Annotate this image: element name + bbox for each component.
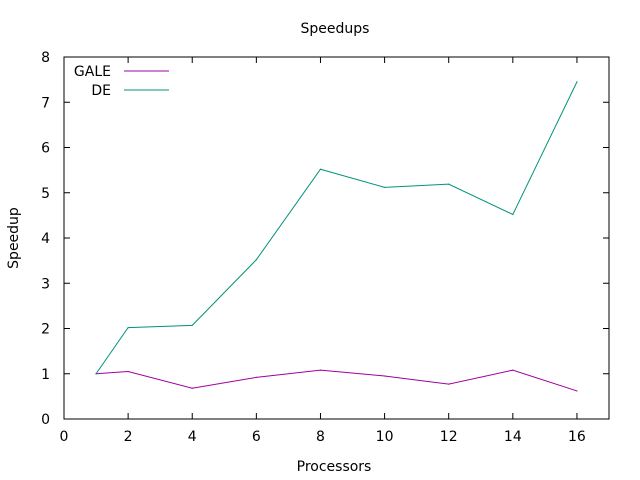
y-tick-label-4: 4 [41,231,50,247]
plot-frame [63,56,610,420]
legend: GALE DE [74,64,169,99]
data-point-gale-1 [127,370,129,373]
data-point-de-6 [448,183,450,185]
series-line-gale [96,369,578,392]
data-point-gale-3 [255,376,257,378]
y-tick-label-2: 2 [41,322,50,338]
x-tick-label-5: 10 [376,429,394,445]
y-tick-label-3: 3 [41,276,50,292]
x-tick-label-4: 8 [316,429,325,445]
x-tick-label-0: 0 [60,429,69,445]
data-point-de-4 [319,168,322,170]
x-tick-label-1: 2 [124,429,133,445]
data-point-gale-7 [512,369,514,371]
x-tick-label-3: 6 [252,429,261,445]
data-point-gale-6 [448,383,450,385]
series-de [95,81,578,375]
chart-title: Speedups [301,21,370,37]
data-point-de-3 [255,259,257,261]
legend-label-de: DE [91,83,111,99]
x-tick-label-6: 12 [440,429,458,445]
data-point-de-2 [191,324,193,326]
y-tick-label-0: 0 [41,412,50,428]
y-tick-label-6: 6 [41,141,50,157]
data-point-de-5 [383,186,386,188]
x-tick-label-8: 16 [568,429,586,445]
y-axis-label: Speedup [6,207,22,269]
series-line-de [95,81,578,375]
data-point-de-7 [512,213,514,216]
y-tick-label-1: 1 [41,367,50,383]
series-gale [95,369,578,392]
y-tick-label-8: 8 [41,50,50,66]
data-point-gale-4 [319,369,322,371]
x-axis-label: Processors [297,459,372,475]
series-lines [95,81,578,392]
data-point-gale-8 [576,390,578,392]
legend-label-gale: GALE [74,64,111,80]
x-tick-label-2: 4 [188,429,197,445]
y-tick-label-5: 5 [41,186,50,202]
data-point-gale-5 [383,375,386,377]
data-point-de-8 [576,81,578,83]
data-point-gale-2 [191,387,193,389]
data-point-de-0 [95,373,97,375]
y-tick-label-7: 7 [41,95,50,111]
x-tick-label-7: 14 [504,429,522,445]
data-point-de-1 [127,326,129,329]
